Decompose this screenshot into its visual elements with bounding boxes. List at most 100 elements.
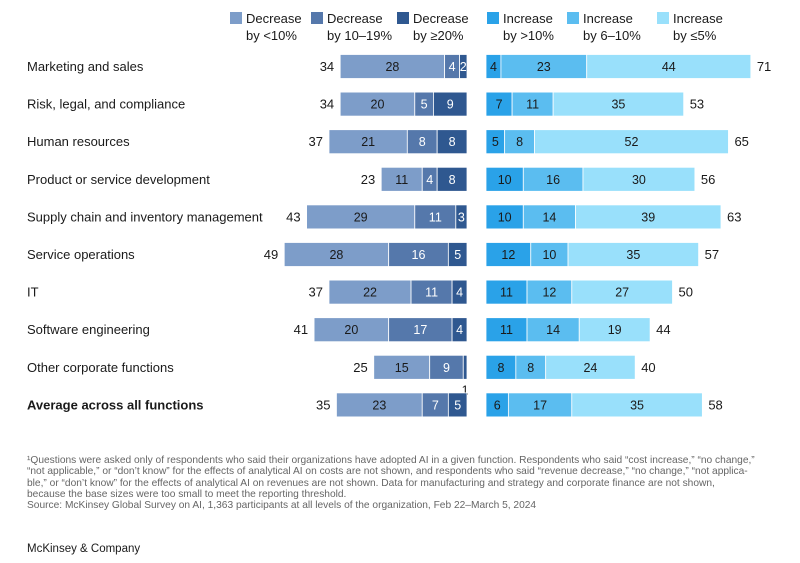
bar-segment-dec_10_19 bbox=[429, 354, 464, 380]
total-label-decrease: 25 bbox=[353, 360, 367, 375]
total-label-decrease: 37 bbox=[309, 134, 323, 149]
total-label-increase: 53 bbox=[690, 97, 704, 112]
bar-segment-dec_lt10 bbox=[283, 242, 390, 267]
legend-label-dec_lt10-line2: by <10% bbox=[246, 28, 297, 43]
legend-label-inc_le5-line1: Increase bbox=[673, 11, 723, 26]
bar-segment-inc_6_10 bbox=[515, 354, 547, 380]
bar-segment-dec_ge20 bbox=[462, 354, 468, 380]
data-label-dec_lt10: 28 bbox=[329, 248, 343, 262]
bar-segment-dec_10_19 bbox=[410, 279, 453, 305]
total-label-decrease: 23 bbox=[361, 172, 375, 187]
category-label: Risk, legal, and compliance bbox=[27, 97, 185, 112]
data-label-inc_6_10: 8 bbox=[516, 135, 523, 149]
category-label: Service operations bbox=[27, 247, 135, 262]
data-label-inc_le5: 19 bbox=[608, 323, 622, 337]
data-label-inc_6_10: 14 bbox=[546, 323, 560, 337]
data-label-dec_lt10: 22 bbox=[363, 286, 377, 300]
data-label-dec_lt10: 23 bbox=[372, 398, 386, 412]
data-label-inc_gt10: 10 bbox=[498, 210, 512, 224]
total-label-decrease: 35 bbox=[316, 397, 330, 412]
bar-segment-dec_ge20 bbox=[436, 166, 468, 192]
data-label-dec_ge20: 8 bbox=[449, 173, 456, 187]
data-label-dec_lt10: 29 bbox=[354, 210, 368, 224]
category-label: Software engineering bbox=[27, 322, 150, 337]
bar-segment-dec_lt10 bbox=[339, 91, 416, 117]
data-label-dec_10_19: 16 bbox=[412, 248, 426, 262]
data-label-dec_10_19: 11 bbox=[425, 286, 438, 300]
data-label-inc_le5: 24 bbox=[583, 361, 597, 375]
data-label-dec_lt10: 20 bbox=[371, 98, 385, 112]
bar-segment-dec_ge20 bbox=[451, 317, 468, 343]
legend-swatch-inc_gt10 bbox=[487, 12, 499, 24]
bar-segment-inc_6_10 bbox=[526, 279, 573, 305]
legend-label-inc_6_10-line1: Increase bbox=[583, 11, 633, 26]
footnote-source: Source: McKinsey Global Survey on AI, 1,… bbox=[27, 500, 537, 512]
bar-segment-dec_ge20 bbox=[436, 129, 468, 155]
data-label-inc_gt10: 11 bbox=[500, 323, 513, 337]
data-label-dec_lt10: 28 bbox=[385, 60, 399, 74]
data-label-dec_lt10: 15 bbox=[395, 361, 409, 375]
data-label-dec_10_19: 8 bbox=[419, 135, 426, 149]
data-label-inc_gt10: 8 bbox=[497, 361, 504, 375]
data-label-dec_ge20: 9 bbox=[447, 98, 454, 112]
data-label-inc_6_10: 16 bbox=[546, 173, 560, 187]
data-label-inc_le5: 44 bbox=[662, 60, 676, 74]
data-label-dec_10_19: 11 bbox=[429, 210, 442, 224]
data-label-inc_6_10: 12 bbox=[542, 286, 556, 300]
category-label: Supply chain and inventory management bbox=[27, 209, 263, 224]
bar-segment-dec_ge20 bbox=[459, 54, 468, 79]
data-label-inc_gt10: 6 bbox=[494, 398, 501, 412]
bar-segment-inc_le5 bbox=[534, 129, 729, 155]
category-label: Other corporate functions bbox=[27, 360, 174, 375]
diverging-bar-chart: Decrease by <10% Decrease by 10–19% Decrease… bbox=[27, 11, 771, 418]
bar-segment-inc_le5 bbox=[567, 242, 700, 267]
bar-segment-dec_10_19 bbox=[388, 242, 449, 267]
bar-segment-inc_6_10 bbox=[522, 166, 584, 192]
bar-segment-dec_lt10 bbox=[339, 54, 446, 79]
data-label-dec_ge20: 4 bbox=[456, 323, 463, 337]
data-label-inc_gt10: 7 bbox=[496, 98, 503, 112]
bar-segment-dec_10_19 bbox=[388, 317, 453, 343]
data-label-dec_lt10: 11 bbox=[395, 173, 408, 187]
bar-segment-inc_6_10 bbox=[526, 317, 580, 343]
data-label-dec_ge20: 4 bbox=[456, 286, 463, 300]
legend-swatch-dec_ge20 bbox=[397, 12, 409, 24]
bar-segment-inc_le5 bbox=[545, 354, 636, 380]
data-label-inc_gt10: 4 bbox=[490, 60, 497, 74]
data-label-inc_6_10: 14 bbox=[542, 210, 556, 224]
data-label-inc_6_10: 8 bbox=[527, 361, 534, 375]
total-label-increase: 56 bbox=[701, 172, 715, 187]
footnote: ¹Questions were asked only of respondent… bbox=[27, 455, 772, 511]
data-label-dec_ge20: 3 bbox=[458, 210, 465, 224]
bar-segment-inc_gt10 bbox=[485, 91, 513, 117]
bar-segment-dec_10_19 bbox=[414, 204, 457, 230]
legend-label-inc_le5-line2: by ≤5% bbox=[673, 28, 717, 43]
data-label-inc_le5: 35 bbox=[626, 248, 640, 262]
total-label-increase: 63 bbox=[727, 209, 741, 224]
data-label-inc_6_10: 23 bbox=[537, 60, 551, 74]
bar-segment-dec_10_19 bbox=[406, 129, 438, 155]
bar-segment-inc_le5 bbox=[571, 279, 673, 305]
category-label: Marketing and sales bbox=[27, 59, 144, 74]
legend-label-dec_ge20-line1: Decrease bbox=[413, 11, 469, 26]
data-label-inc_le5: 35 bbox=[630, 398, 644, 412]
total-label-increase: 57 bbox=[705, 247, 719, 262]
data-label-inc_gt10: 5 bbox=[492, 135, 499, 149]
data-label-inc_le5: 39 bbox=[641, 210, 655, 224]
category-label: Average across all functions bbox=[27, 397, 204, 412]
legend-label-dec_10_19-line2: by 10–19% bbox=[327, 28, 392, 43]
bar-segment-inc_le5 bbox=[586, 54, 752, 79]
data-label-dec_10_19: 7 bbox=[432, 398, 439, 412]
bar-segment-inc_6_10 bbox=[500, 54, 588, 79]
total-label-increase: 58 bbox=[708, 397, 722, 412]
bar-segment-inc_6_10 bbox=[511, 91, 554, 117]
legend-swatch-dec_10_19 bbox=[311, 12, 323, 24]
data-label-dec_10_19: 9 bbox=[443, 361, 450, 375]
legend-label-dec_lt10-line1: Decrease bbox=[246, 11, 302, 26]
legend-label-dec_10_19-line1: Decrease bbox=[327, 11, 383, 26]
bar-segment-inc_le5 bbox=[552, 91, 685, 117]
bar-segment-inc_6_10 bbox=[507, 392, 573, 418]
data-label-inc_gt10: 10 bbox=[498, 173, 512, 187]
bar-segment-inc_6_10 bbox=[522, 204, 576, 230]
category-label: Product or service development bbox=[27, 172, 210, 187]
